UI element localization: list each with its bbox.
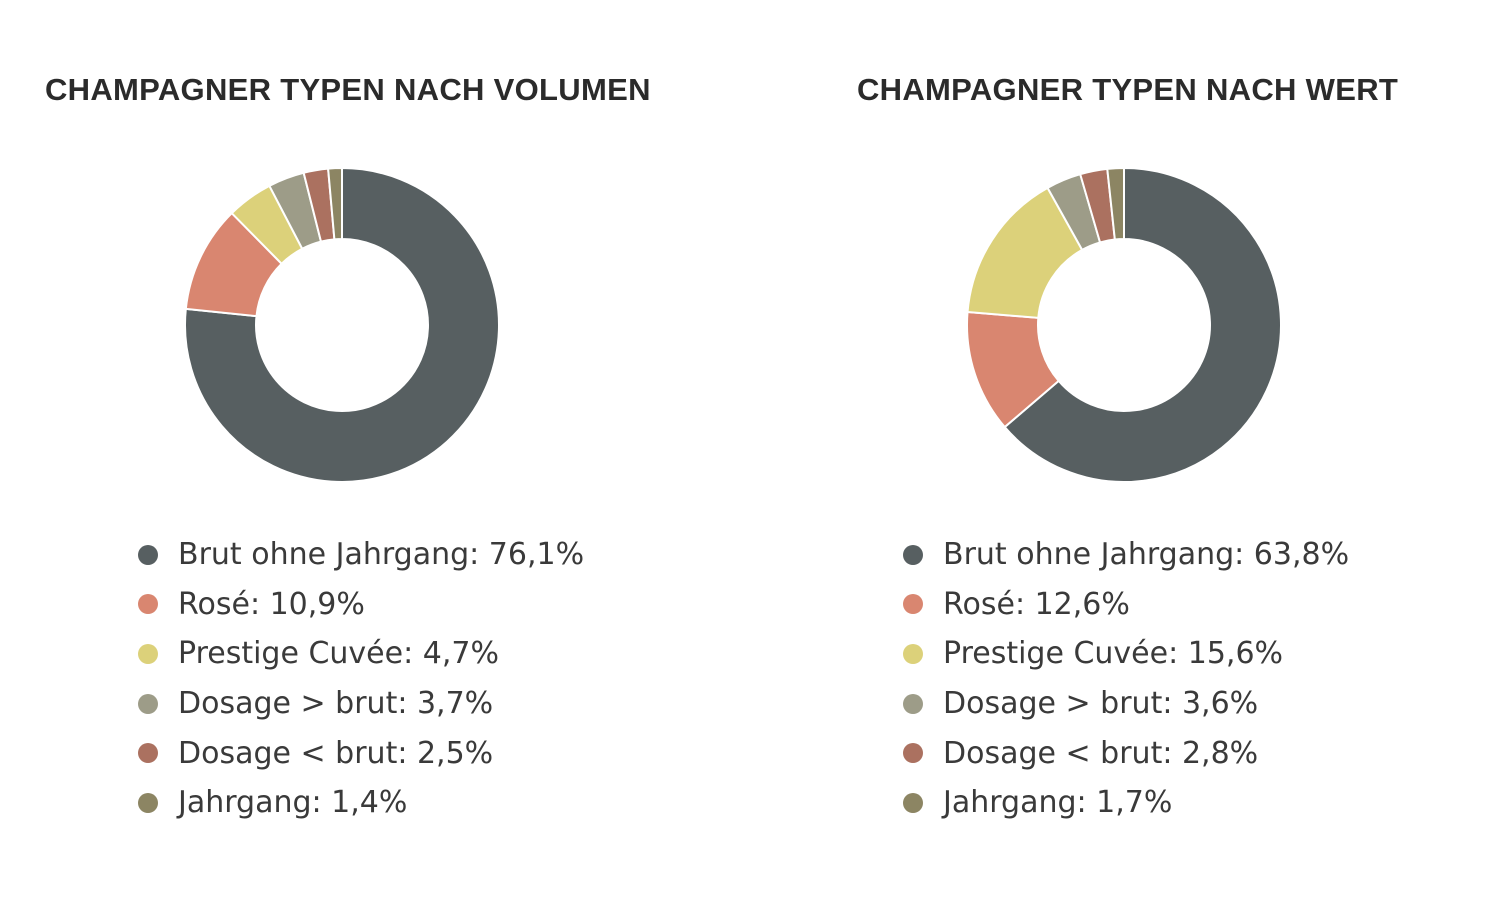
legend: Brut ohne Jahrgang: 76,1% Rosé: 10,9% Pres… (138, 530, 584, 828)
legend-label: Dosage < brut: 2,5% (178, 735, 494, 771)
legend-item: Rosé: 12,6% (903, 580, 1349, 630)
chart-title: CHAMPAGNER TYPEN NACH WERT (857, 72, 1399, 107)
legend-label: Rosé: 12,6% (943, 586, 1130, 622)
legend-swatch (903, 693, 923, 714)
chart-panel-value: CHAMPAGNER TYPEN NACH WERT Brut ohne Jah… (746, 0, 1492, 904)
legend-label: Prestige Cuvée: 4,7% (178, 636, 499, 672)
legend-item: Brut ohne Jahrgang: 63,8% (903, 530, 1349, 580)
legend-item: Dosage < brut: 2,8% (903, 728, 1349, 778)
legend-swatch (138, 743, 158, 764)
legend-label: Prestige Cuvée: 15,6% (943, 636, 1284, 672)
donut-chart (966, 166, 1282, 483)
legend-swatch (138, 693, 158, 714)
donut-slice (1106, 166, 1125, 241)
legend-swatch (903, 743, 923, 764)
legend-label: Dosage < brut: 2,8% (943, 735, 1259, 771)
legend-swatch (903, 643, 923, 664)
donut-slice (1003, 166, 1282, 483)
legend-item: Dosage > brut: 3,7% (138, 679, 584, 729)
legend-label: Dosage > brut: 3,7% (178, 686, 494, 722)
legend-swatch (138, 544, 158, 565)
legend-swatch (138, 594, 158, 615)
chart-title: CHAMPAGNER TYPEN NACH VOLUMEN (45, 72, 651, 107)
legend-item: Rosé: 10,9% (138, 580, 584, 630)
legend-swatch (138, 792, 158, 813)
donut-slice (327, 166, 343, 241)
legend-label: Brut ohne Jahrgang: 76,1% (178, 537, 585, 573)
chart-panel-volume: CHAMPAGNER TYPEN NACH VOLUMEN Brut ohne … (45, 72, 651, 828)
legend-item: Prestige Cuvée: 15,6% (903, 629, 1349, 679)
legend-label: Rosé: 10,9% (178, 586, 365, 622)
legend-item: Dosage < brut: 2,5% (138, 728, 584, 778)
legend-item: Dosage > brut: 3,6% (903, 679, 1349, 729)
legend-label: Jahrgang: 1,7% (943, 785, 1173, 821)
legend-swatch (903, 594, 923, 615)
legend-swatch (138, 643, 158, 664)
legend-label: Brut ohne Jahrgang: 63,8% (943, 537, 1350, 573)
legend-swatch (903, 544, 923, 565)
donut-slice (184, 166, 500, 483)
legend-item: Brut ohne Jahrgang: 76,1% (138, 530, 584, 580)
legend-swatch (903, 792, 923, 813)
legend-item: Prestige Cuvée: 4,7% (138, 629, 584, 679)
legend-label: Jahrgang: 1,4% (178, 785, 408, 821)
donut-chart (184, 166, 500, 483)
legend-label: Dosage > brut: 3,6% (943, 686, 1259, 722)
legend: Brut ohne Jahrgang: 63,8% Rosé: 12,6% Pres… (903, 530, 1349, 828)
legend-item: Jahrgang: 1,7% (903, 778, 1349, 828)
legend-item: Jahrgang: 1,4% (138, 778, 584, 828)
